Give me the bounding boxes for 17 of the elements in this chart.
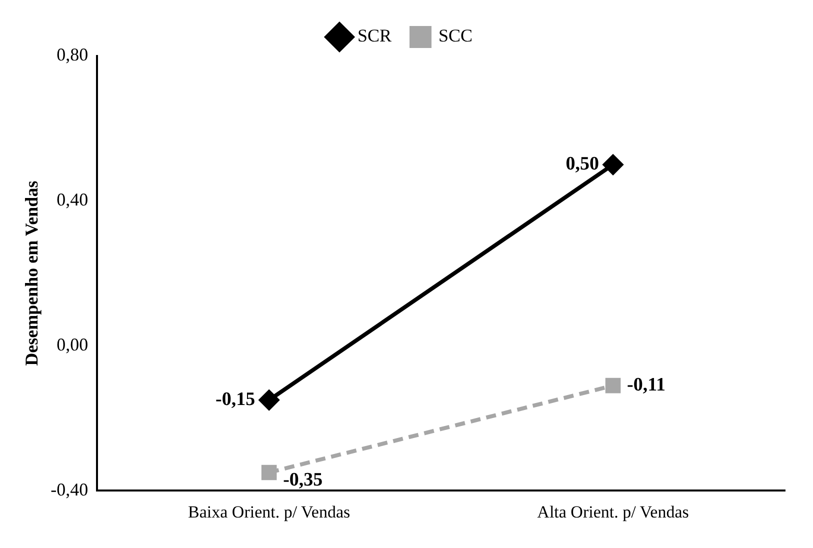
point [603, 154, 624, 175]
y-tick-label: -0,40 [50, 479, 88, 500]
data-label: -0,11 [627, 374, 666, 396]
legend-label: SCC [438, 26, 473, 46]
x-tick-label: Baixa Orient. p/ Vendas [188, 502, 350, 522]
y-axis-title: Desempenho em Vendas [21, 180, 42, 366]
point [605, 378, 621, 394]
y-tick-label: 0,40 [56, 190, 88, 210]
y-tick-label: 0,00 [56, 334, 88, 354]
y-tick-label: 0,80 [56, 44, 88, 65]
legend-label: SCR [357, 26, 392, 46]
point [261, 464, 277, 480]
data-label: -0,15 [215, 388, 256, 410]
x-tick-label: Alta Orient. p/ Vendas [537, 502, 689, 522]
point [259, 390, 280, 410]
data-label: 0,50 [566, 154, 600, 175]
data-label: -0,35 [283, 469, 323, 490]
